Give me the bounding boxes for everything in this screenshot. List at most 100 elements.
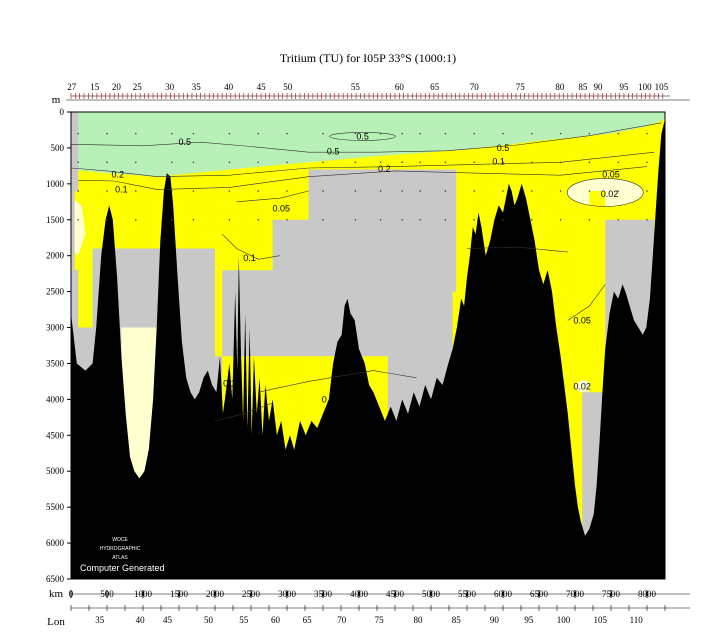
- lon-tick-label-6: 65: [303, 615, 313, 625]
- x-tick-label-13: 6500: [530, 589, 549, 599]
- y-tick-label-7: 3500: [46, 358, 65, 368]
- sample-dot-20-2: [646, 190, 648, 192]
- watermark-footer: Computer Generated: [80, 563, 165, 573]
- sample-dot-11-2: [401, 190, 404, 192]
- x-tick-label-1: 500: [100, 589, 114, 599]
- y-tick-label-3: 1500: [46, 215, 65, 225]
- sample-dot-12-0: [419, 132, 422, 135]
- sample-dot-20-3: [646, 218, 648, 221]
- sample-dot-6-3: [257, 218, 260, 221]
- watermark: WOCE HYDROGRAPHIC ATLAS Computer Generat…: [80, 537, 165, 573]
- lon-tick-label-7: 70: [337, 615, 347, 625]
- sample-dot-14-2: [473, 190, 476, 192]
- sample-dot-7-1: [286, 161, 288, 164]
- station-label-7: 45: [257, 82, 267, 92]
- contour-label-13: 0.05: [573, 315, 591, 325]
- sample-dot-0-2: [77, 190, 79, 192]
- lon-tick-label-5: 60: [271, 615, 281, 625]
- sample-dot-12-2: [419, 190, 422, 192]
- sample-dot-16-0: [531, 132, 533, 135]
- lon-tick-label-14: 105: [593, 615, 607, 625]
- contour-label-7: 0.1: [115, 185, 128, 195]
- sample-dot-2-2: [135, 190, 137, 192]
- x-tick-label-14: 7000: [566, 589, 585, 599]
- y-axis-label: m: [52, 94, 61, 106]
- watermark-line-1: WOCE: [112, 537, 128, 543]
- station-label-12: 70: [470, 82, 480, 92]
- sample-dot-4-1: [192, 161, 195, 164]
- sample-dot-1-0: [106, 132, 108, 135]
- sample-dot-2-1: [135, 161, 137, 164]
- station-label-8: 50: [283, 82, 293, 92]
- sample-dot-10-3: [379, 218, 382, 221]
- contour-line-8: [567, 284, 606, 321]
- contour-label-9: 0.02: [601, 189, 619, 199]
- sample-dot-6-2: [257, 190, 260, 192]
- lon-tick-label-12: 95: [524, 615, 534, 625]
- sample-dot-5-1: [228, 161, 231, 164]
- station-label-9: 55: [351, 82, 361, 92]
- sample-dot-1-2: [106, 190, 108, 192]
- contour-line-3: [236, 190, 309, 203]
- plot-area: [71, 112, 665, 580]
- sample-dot-11-1: [401, 161, 404, 164]
- sample-dot-10-1: [379, 161, 382, 164]
- sample-dot-12-1: [419, 161, 422, 164]
- field-nodata-1: [71, 112, 79, 191]
- field-mid-cell-1: [78, 270, 93, 328]
- sample-dot-13-2: [444, 190, 447, 192]
- field-low-east: [567, 178, 644, 207]
- sample-dot-10-0: [379, 132, 382, 135]
- sample-dot-18-2: [588, 190, 591, 192]
- x-tick-label-8: 4000: [350, 589, 369, 599]
- contour-label-14: 0.1: [322, 394, 335, 404]
- x-tick-label-9: 4500: [386, 589, 405, 599]
- station-label-19: 105: [655, 82, 669, 92]
- x-tick-label-4: 2000: [206, 589, 225, 599]
- watermark-line-2: HYDROGRAPHIC: [100, 546, 141, 552]
- sample-dot-19-2: [617, 190, 619, 192]
- x-tick-label-6: 3000: [278, 589, 297, 599]
- lon-tick-label-10: 85: [452, 615, 462, 625]
- y-axis: 0 500 1000 1500 2000 2500 3000 3500 4000 4500 5000…: [46, 99, 690, 584]
- sample-dot-14-1: [473, 161, 476, 164]
- sample-dot-12-3: [419, 218, 422, 221]
- sample-dot-1-1: [106, 161, 108, 164]
- lon-tick-label-13: 100: [557, 615, 571, 625]
- sample-dot-20-0: [646, 132, 648, 135]
- contour-line-6: [214, 402, 273, 422]
- y-tick-label-11: 5500: [46, 502, 65, 512]
- sample-dot-9-2: [354, 190, 357, 192]
- sample-dot-8-1: [322, 161, 324, 164]
- contour-closed-east: [566, 178, 644, 207]
- contour-label-8: 0.05: [602, 170, 620, 180]
- sample-dot-5-3: [228, 218, 231, 221]
- sample-dot-17-3: [559, 218, 562, 221]
- lon-tick-label-9: 80: [414, 615, 424, 625]
- contour-label-10: 0.05: [272, 203, 290, 213]
- lon-tick-label-1: 40: [136, 615, 146, 625]
- field-high: [71, 112, 665, 177]
- field-mid-cell-2: [222, 219, 273, 271]
- sample-dot-13-0: [444, 132, 447, 135]
- sample-dot-7-0: [286, 132, 288, 135]
- sample-dot-1-3: [106, 218, 108, 221]
- y-tick-label-6: 3000: [46, 323, 65, 333]
- contour-label-15: 0.1: [223, 379, 236, 389]
- contour-line-2: [78, 166, 648, 190]
- x-tick-label-0: 0: [69, 589, 74, 599]
- lon-tick-label-3: 50: [204, 615, 214, 625]
- sample-dot-6-1: [257, 161, 260, 164]
- sample-dot-11-3: [401, 218, 404, 221]
- sample-dot-16-3: [531, 218, 533, 221]
- station-label-3: 25: [133, 82, 143, 92]
- contour-label-18: 0: [148, 448, 153, 458]
- watermark-line-3: ATLAS: [112, 555, 128, 561]
- contour-label-2: 0.5: [327, 147, 340, 157]
- sample-dot-8-3: [322, 218, 324, 221]
- sample-dot-13-3: [444, 218, 447, 221]
- station-label-17: 95: [619, 82, 629, 92]
- sample-dot-4-2: [192, 190, 195, 192]
- sample-dot-19-3: [617, 218, 619, 221]
- station-label-13: 75: [516, 82, 526, 92]
